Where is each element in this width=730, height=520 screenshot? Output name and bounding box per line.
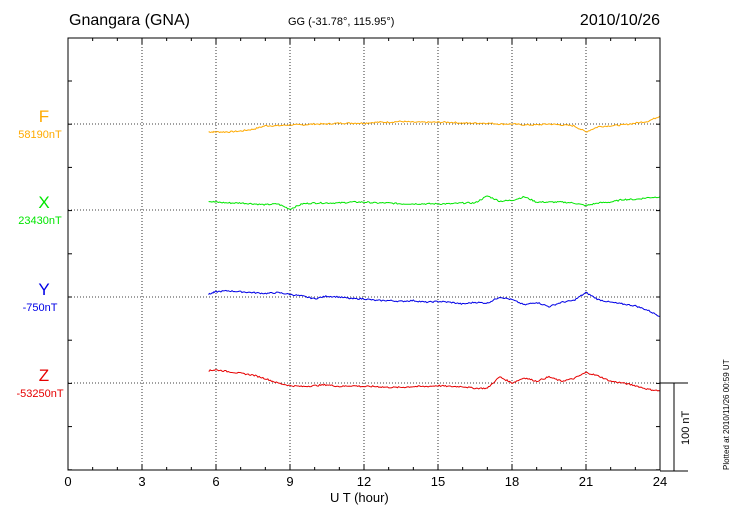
series-lines [208, 115, 661, 392]
station-name: Gnangara (GNA) [69, 12, 190, 29]
series-line-X [208, 195, 661, 210]
component-baseline-Y: -750nT [22, 302, 58, 314]
plot-date: 2010/10/26 [579, 12, 660, 29]
component-label-Y: Y [38, 280, 50, 299]
component-label-X: X [38, 193, 50, 212]
scale-bar-label: 100 nT [680, 410, 692, 445]
series-line-F [208, 115, 661, 134]
component-baseline-F: 58190nT [18, 129, 62, 141]
series-line-Y [208, 289, 661, 317]
station-coordinates: GG (-31.78°, 115.95°) [288, 16, 395, 28]
grid-lines [141, 38, 587, 470]
x-tick-label-0: 0 [64, 474, 72, 489]
x-tick-label-21: 21 [578, 474, 594, 489]
series-line-Z [208, 369, 661, 392]
x-tick-label-6: 6 [212, 474, 220, 489]
x-tick-label-9: 9 [286, 474, 294, 489]
plot-frame [67, 37, 661, 471]
component-label-Z: Z [38, 366, 50, 385]
x-tick-label-15: 15 [430, 474, 446, 489]
x-tick-label-12: 12 [356, 474, 372, 489]
plotted-timestamp: Plotted at 2010/11/26 00:59 UT [722, 359, 730, 470]
x-tick-label-24: 24 [652, 474, 668, 489]
component-baseline-X: 23430nT [18, 215, 62, 227]
component-baseline-Z: -53250nT [16, 388, 64, 400]
x-tick-label-18: 18 [504, 474, 520, 489]
x-tick-label-3: 3 [138, 474, 146, 489]
scale-bar [660, 382, 688, 472]
component-label-F: F [38, 107, 50, 126]
x-axis-title: U T (hour) [330, 490, 389, 505]
